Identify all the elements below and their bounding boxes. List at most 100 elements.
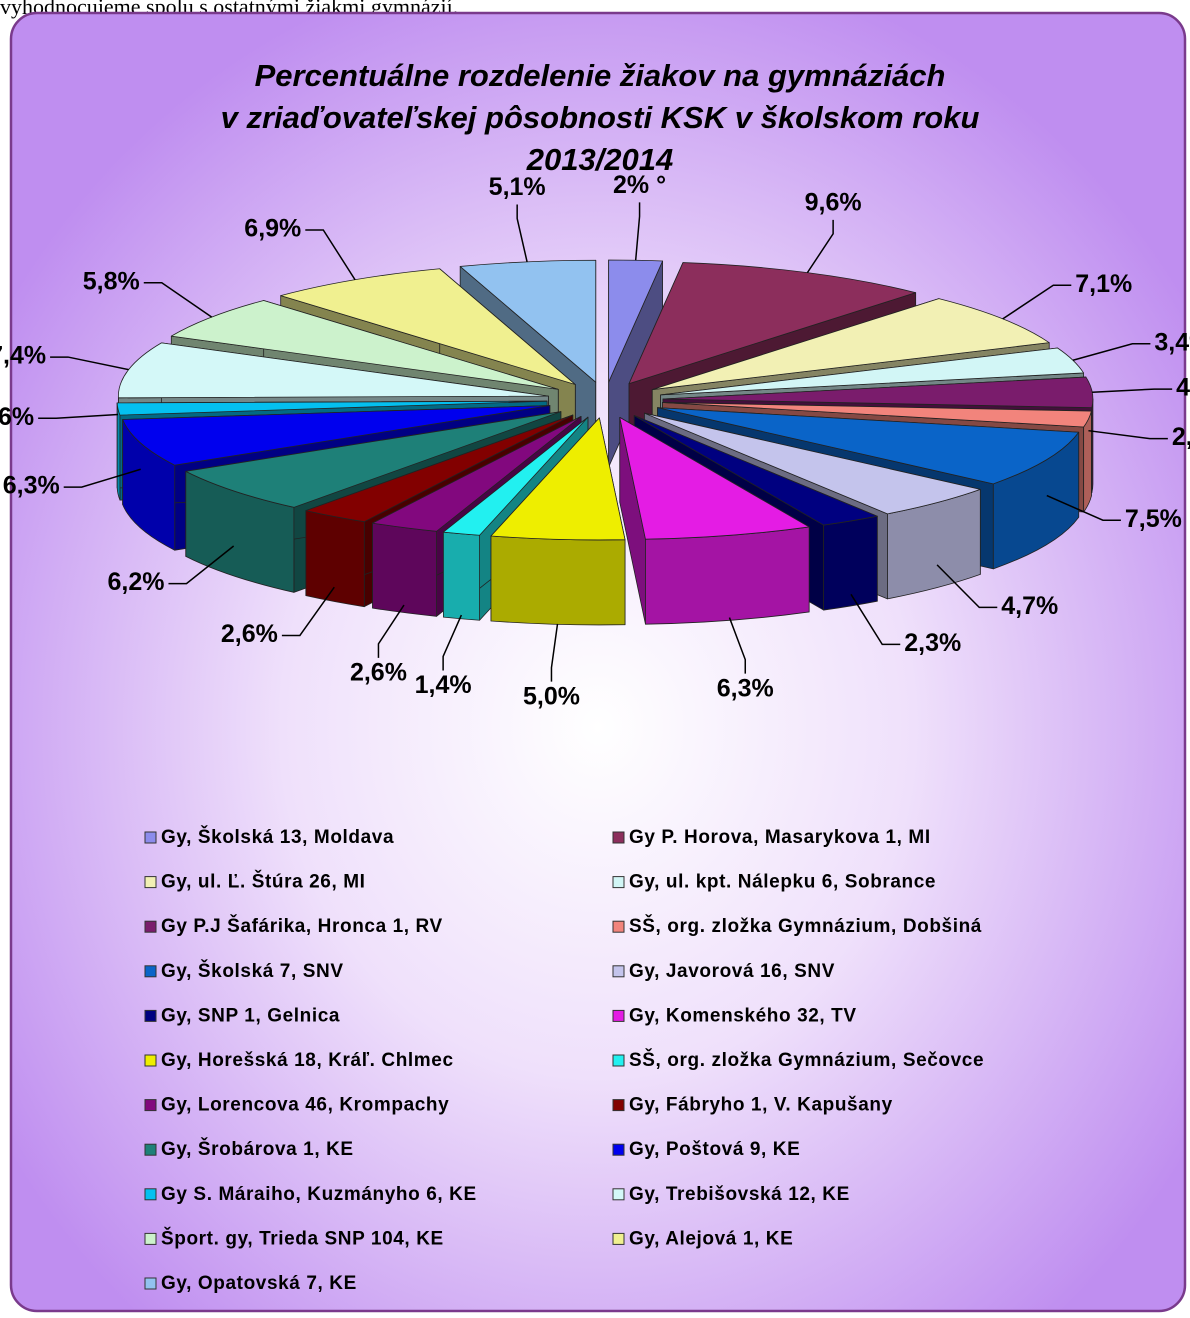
- legend-swatch: [144, 1232, 157, 1245]
- slice-top: [657, 407, 1080, 485]
- legend-swatch: [144, 920, 157, 933]
- data-label: 5,0%: [523, 682, 580, 710]
- chart-title: Percentuálne rozdelenie žiakov na gymnáz…: [255, 58, 946, 93]
- slice-top: [122, 405, 551, 466]
- legend-swatch: [612, 1099, 625, 1112]
- data-label: 5,8%: [83, 267, 140, 295]
- leader-line: [38, 413, 119, 419]
- data-label: 1,6%: [0, 403, 34, 431]
- legend-swatch: [612, 1188, 625, 1201]
- slice-side-wall: [116, 402, 121, 501]
- slice-top: [280, 268, 576, 385]
- slice-side-wall: [490, 535, 626, 626]
- leader-line: [936, 564, 998, 609]
- data-label: 4,0%: [1176, 374, 1190, 402]
- data-label: 1,4%: [415, 671, 472, 699]
- legend-label: SŠ, org. zložka Gymnázium, Sečovce: [629, 1049, 984, 1071]
- legend-label: Gy, Šrobárova 1, KE: [161, 1138, 354, 1160]
- legend-swatch: [612, 831, 625, 844]
- legend-label: Gy, Javorová 16, SNV: [629, 961, 835, 982]
- data-label: 2,6%: [350, 658, 407, 686]
- slice: [619, 417, 810, 625]
- slice-top: [633, 415, 878, 526]
- data-label: 6,9%: [244, 215, 301, 243]
- data-label: 2% °: [613, 171, 666, 199]
- legend-swatch: [612, 920, 625, 933]
- slice-side-wall: [372, 522, 437, 617]
- legend-swatch: [144, 831, 157, 844]
- slice-top: [660, 347, 1084, 396]
- legend-label: Gy P. Horova, Masarykova 1, MI: [629, 827, 931, 848]
- slice-top: [490, 417, 626, 541]
- leader-line: [442, 614, 463, 671]
- slice-side-wall: [1091, 398, 1094, 494]
- slice-top: [185, 411, 562, 508]
- slice-top: [628, 262, 917, 385]
- slice: [490, 417, 626, 626]
- data-label: 2,3%: [904, 629, 961, 657]
- legend-swatch: [612, 1232, 625, 1245]
- leader-line: [305, 229, 356, 281]
- leader-line: [516, 204, 528, 262]
- legend-swatch: [144, 1009, 157, 1022]
- leader-line: [281, 586, 335, 637]
- legend-swatch: [144, 1099, 157, 1112]
- slice-top: [608, 259, 663, 383]
- slice-side-wall: [305, 510, 365, 608]
- legend-label: Gy, Horešská 18, Kráľ. Chlmec: [161, 1050, 454, 1071]
- legend-label: Gy, Komenského 32, TV: [629, 1005, 857, 1026]
- legend-label: SŠ, org. zložka Gymnázium, Dobšiná: [629, 915, 982, 937]
- legend-swatch: [612, 1143, 625, 1156]
- legend-label: Gy, ul. Ľ. Štúra 26, MI: [161, 871, 366, 893]
- slice-top: [619, 417, 810, 540]
- legend-swatch: [612, 876, 625, 889]
- legend-swatch: [144, 1277, 157, 1290]
- chart-title: 2013/2014: [526, 142, 674, 177]
- leader-line: [550, 623, 559, 682]
- data-label: 9,6%: [805, 188, 862, 216]
- legend-label: Gy, Opatovská 7, KE: [161, 1273, 357, 1294]
- legend-swatch: [144, 1054, 157, 1067]
- legend-label: Gy, ul. kpt. Nálepku 6, Sobrance: [629, 872, 936, 893]
- slice-top: [662, 376, 1094, 409]
- leader-line: [1002, 284, 1072, 320]
- slice-top: [305, 414, 574, 523]
- legend-label: Gy, Školská 7, SNV: [161, 960, 344, 982]
- slice-side-wall: [645, 526, 810, 625]
- legend-label: Gy, Trebišovská 12, KE: [629, 1184, 850, 1205]
- leader-line: [143, 282, 213, 318]
- leader-line: [806, 219, 834, 274]
- leader-line: [63, 468, 141, 488]
- legend-label: Šport. gy, Trieda SNP 104, KE: [161, 1227, 444, 1249]
- legend-swatch: [144, 1188, 157, 1201]
- leader-line: [377, 604, 405, 658]
- data-label: 5,1%: [489, 173, 546, 201]
- legend-label: Gy, Školská 13, Moldava: [161, 826, 394, 848]
- legend-swatch: [612, 965, 625, 978]
- leader-line: [1072, 343, 1151, 361]
- legend-label: Gy S. Máraiho, Kuzmányho 6, KE: [161, 1184, 477, 1205]
- legend-swatch: [144, 965, 157, 978]
- data-label: 7,5%: [1125, 505, 1182, 533]
- leader-line: [1088, 429, 1168, 440]
- legend-label: Gy, SNP 1, Gelnica: [161, 1005, 340, 1026]
- chart-frame: [9, 11, 1187, 1313]
- data-label: 3,4%: [1154, 328, 1190, 356]
- data-label: 6,3%: [3, 472, 60, 500]
- slice-side-wall: [823, 515, 878, 611]
- data-label: 2,1%: [1172, 423, 1190, 451]
- data-label: 4,7%: [1001, 592, 1058, 620]
- slice-top: [644, 412, 981, 515]
- slice-side-wall: [1083, 410, 1092, 513]
- legend-label: Gy, Poštová 9, KE: [629, 1139, 800, 1160]
- leader-line: [850, 593, 901, 646]
- slice-top: [372, 416, 582, 532]
- data-label: 7,4%: [0, 342, 46, 370]
- leader-line: [50, 356, 129, 371]
- leader-line: [1046, 494, 1121, 521]
- chart-title: v zriaďovateľskej pôsobnosti KSK v škols…: [221, 100, 980, 135]
- leader-line: [634, 202, 641, 261]
- data-label: 2,6%: [221, 620, 278, 648]
- chart: Percentuálne rozdelenie žiakov na gymnáz…: [0, 58, 1190, 1294]
